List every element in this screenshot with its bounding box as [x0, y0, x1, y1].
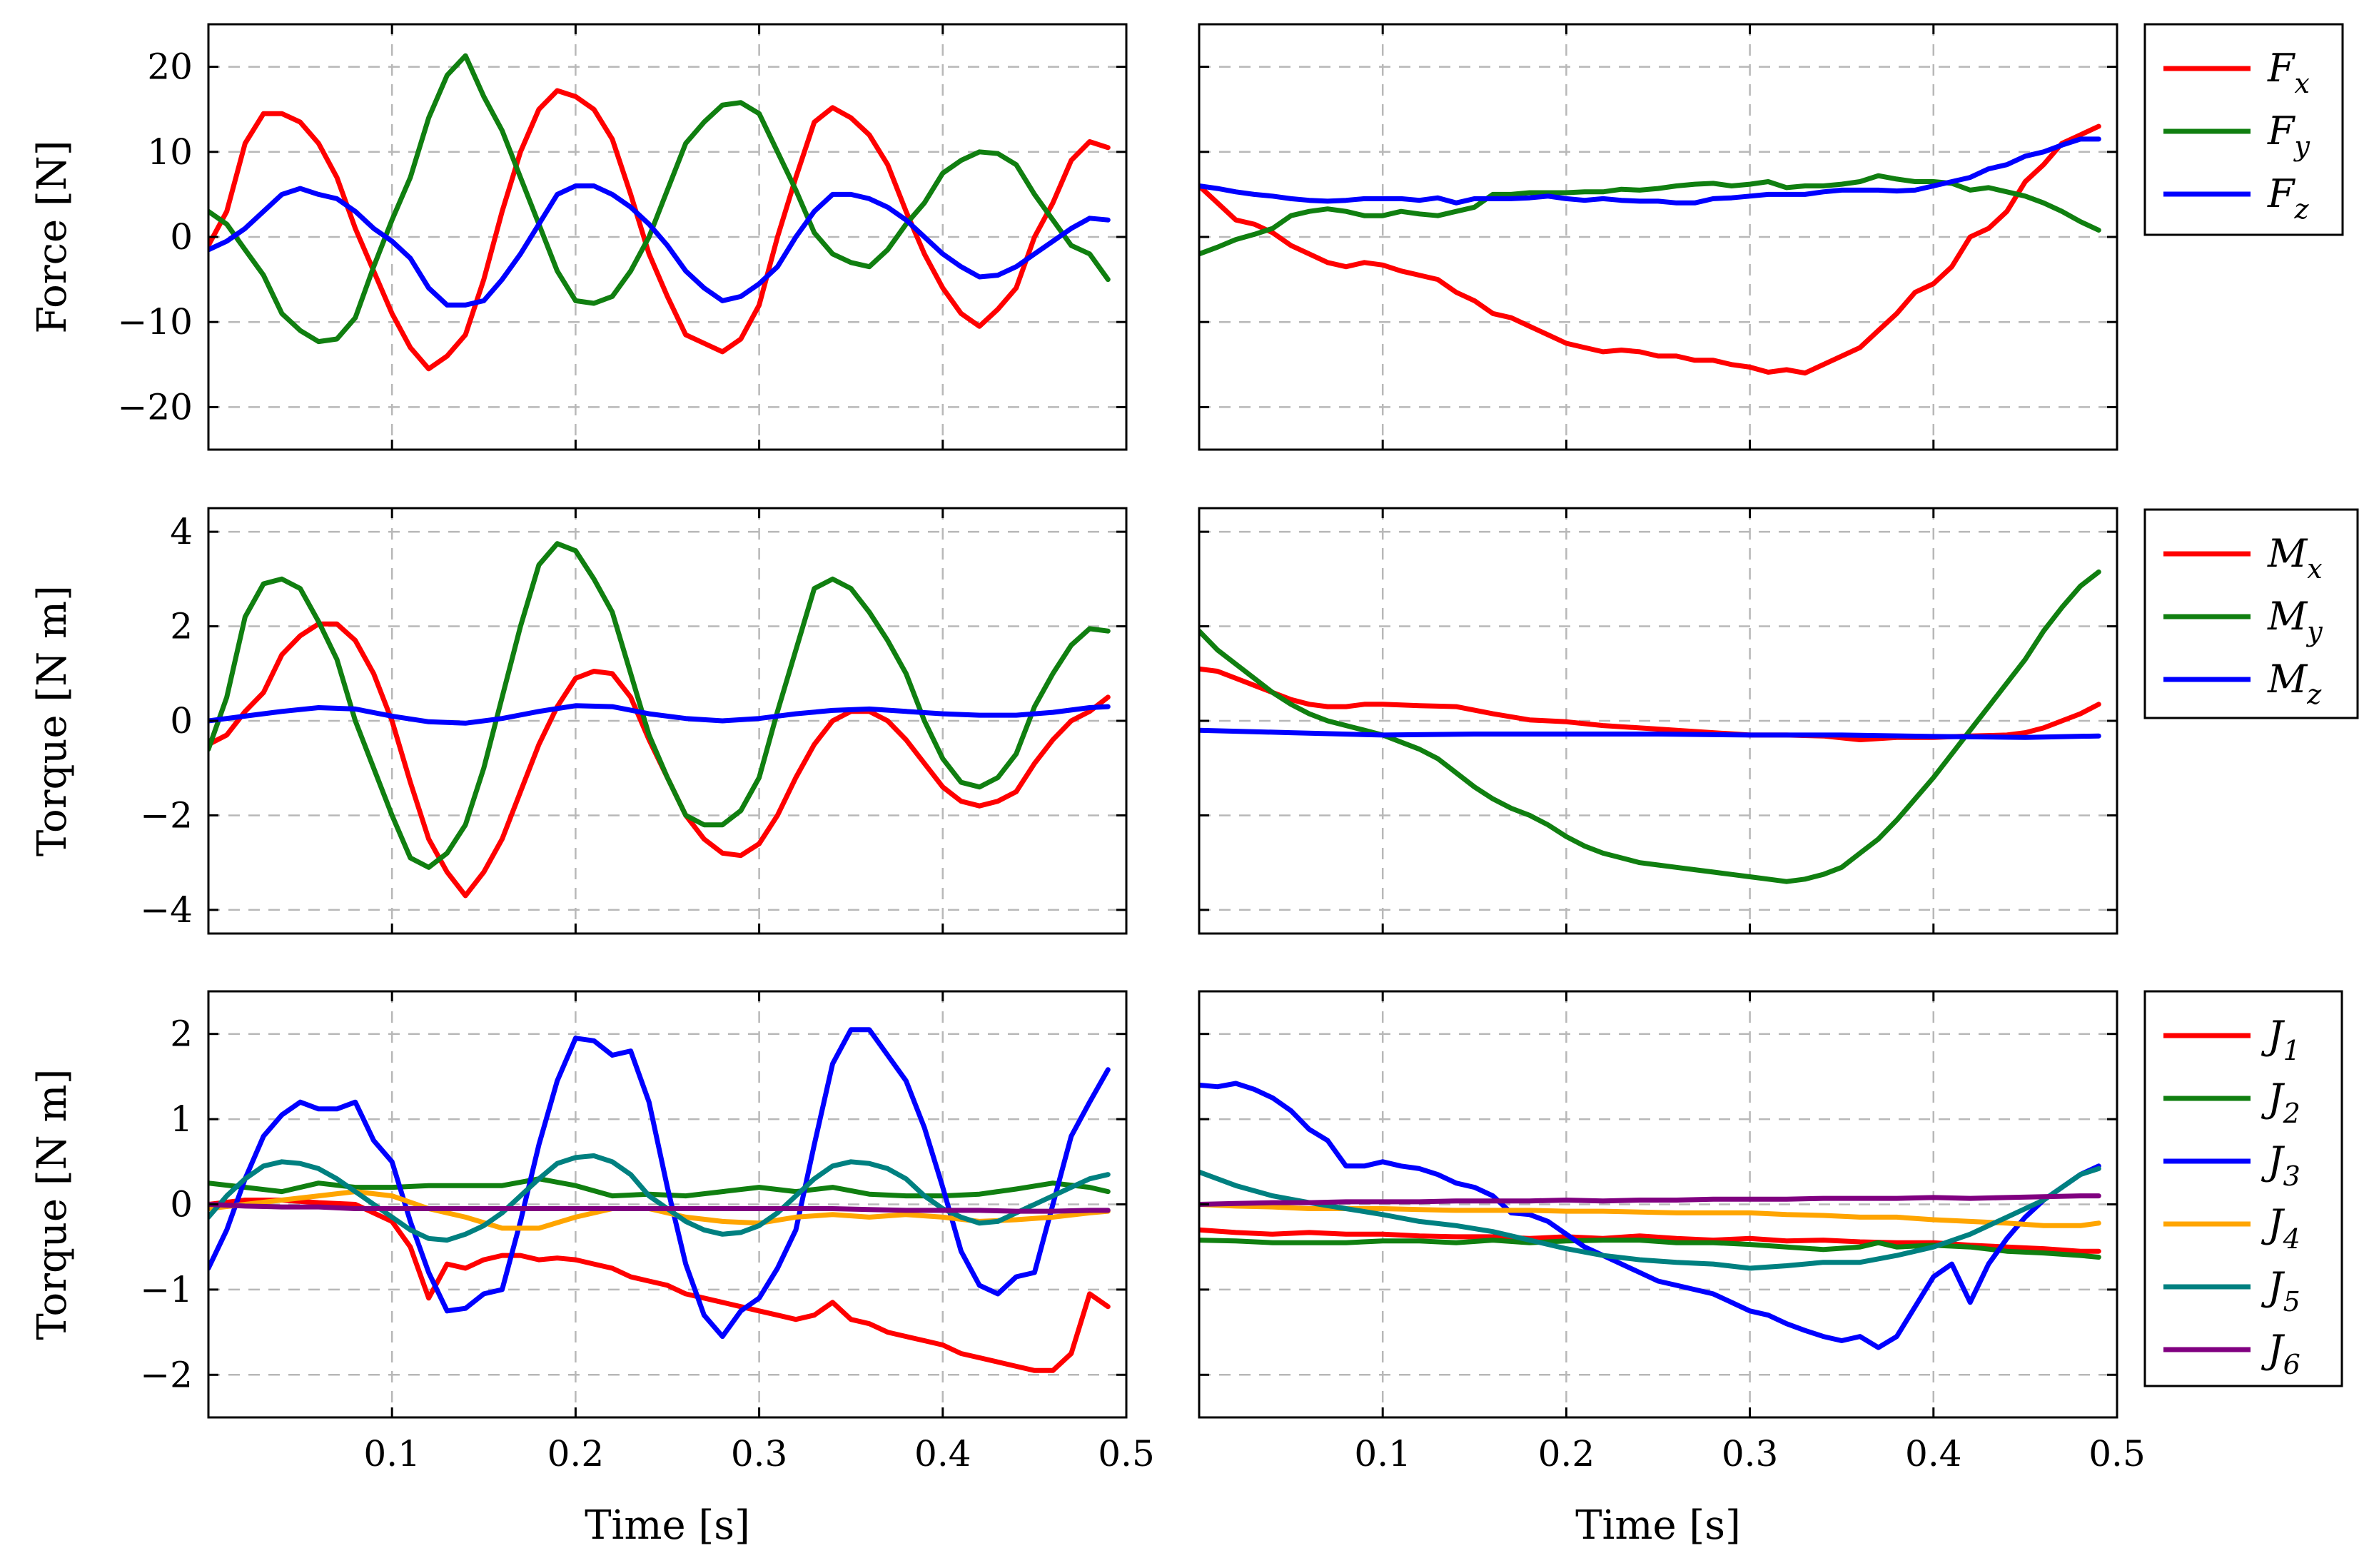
series-line-j6 [208, 1202, 1111, 1214]
legend-label-subscript: y [2293, 131, 2310, 162]
series-line-fy [208, 53, 1111, 345]
y-tick-label: −1 [140, 1269, 193, 1310]
series-line-j2 [1199, 1238, 2101, 1260]
x-tick-label: 0.3 [731, 1433, 788, 1475]
series-line-fx [1199, 123, 2101, 376]
y-tick-label: −10 [117, 301, 193, 343]
series-line-j3 [1199, 1081, 2101, 1350]
y-tick-label: 0 [170, 216, 193, 258]
series-group [208, 1027, 1111, 1373]
series-line-fz [1199, 136, 2101, 206]
legend-label-subscript: 4 [2283, 1223, 2300, 1255]
legend-label: J5 [2261, 1264, 2300, 1317]
x-tick-label: 0.3 [1722, 1433, 1779, 1475]
panel-r1-c1 [1198, 507, 2118, 935]
panel-r1-c0: −4 −2 0 2 4 Torque [N m] [29, 507, 1128, 935]
series-line-j5 [208, 1153, 1111, 1243]
x-tick-label: 0.1 [363, 1433, 420, 1475]
panel-r2-c1: 0.1 0.2 0.3 0.4 0.5 Time [s] [1198, 990, 2146, 1549]
y-tick-label: 2 [170, 606, 193, 647]
x-axis-label: Time [s] [585, 1502, 750, 1549]
x-tick-label: 0.4 [1905, 1433, 1962, 1475]
series-group [1199, 569, 2101, 884]
series-line-mz [208, 703, 1111, 726]
legend-box [2143, 508, 2359, 719]
y-tick-label: 4 [170, 511, 193, 552]
x-tick-label: 0.1 [1354, 1433, 1411, 1475]
x-tick-label: 0.5 [2088, 1433, 2146, 1475]
legend-label-subscript: 1 [2283, 1035, 2300, 1066]
series-group [208, 53, 1111, 372]
y-tick-label: 10 [147, 131, 193, 173]
x-tick-label: 0.4 [914, 1433, 971, 1475]
x-tick-label: 0.2 [547, 1433, 605, 1475]
series-group [208, 541, 1111, 899]
series-line-my [208, 541, 1111, 870]
y-tick-label: 20 [147, 46, 193, 88]
series-line-fx [208, 88, 1111, 372]
x-axis-label: Time [s] [1575, 1502, 1741, 1549]
legend-label-subscript: z [2293, 193, 2309, 225]
series-line-my [1199, 569, 2101, 884]
y-tick-label: −2 [140, 794, 193, 836]
y-tick-label: −4 [140, 889, 193, 931]
panel-r0-c1 [1198, 23, 2118, 451]
y-tick-label: −2 [140, 1354, 193, 1395]
legend-label-subscript: 3 [2283, 1160, 2300, 1192]
panel-r2-c0: −2 −1 0 1 2 0.1 0.2 0.3 0.4 0.5 Torque [N m] Time [… [29, 990, 1155, 1549]
legend-label-subscript: y [2305, 616, 2323, 647]
series-line-j5 [1199, 1165, 2101, 1271]
legend-box [2143, 990, 2343, 1387]
y-axis-label: Torque [N m] [29, 585, 76, 856]
legend-label-subscript: 5 [2283, 1286, 2300, 1317]
y-tick-label: −20 [117, 386, 193, 428]
y-tick-label: 2 [170, 1013, 193, 1055]
series-line-mz [1199, 727, 2101, 740]
series-group [1199, 123, 2101, 376]
legend-label-subscript: 2 [2283, 1098, 2300, 1129]
series-line-j6 [1199, 1193, 2101, 1207]
series-line-fy [1199, 173, 2101, 257]
legend-label-subscript: 6 [2283, 1349, 2300, 1380]
series-line-j1 [208, 1198, 1111, 1373]
y-tick-label: 0 [170, 1184, 193, 1225]
x-tick-label: 0.2 [1538, 1433, 1595, 1475]
legend-label-subscript: x [2307, 553, 2322, 585]
legend-label: Fy [2267, 108, 2310, 162]
y-tick-label: 0 [170, 700, 193, 742]
legend-label-subscript: x [2294, 68, 2309, 99]
series-group [1199, 1081, 2101, 1350]
x-tick-label: 0.5 [1098, 1433, 1155, 1475]
series-line-mx [1199, 666, 2101, 742]
panel-r0-c0: −20 −10 0 10 20 Force [N] [29, 23, 1128, 451]
legend-label: Fx [2267, 46, 2310, 99]
series-line-fz [208, 183, 1111, 308]
series-line-j3 [208, 1027, 1111, 1340]
y-axis-label: Force [N] [29, 140, 76, 333]
y-axis-label: Torque [N m] [29, 1069, 76, 1340]
legend-label-subscript: z [2306, 679, 2322, 710]
y-tick-label: 1 [170, 1098, 193, 1140]
